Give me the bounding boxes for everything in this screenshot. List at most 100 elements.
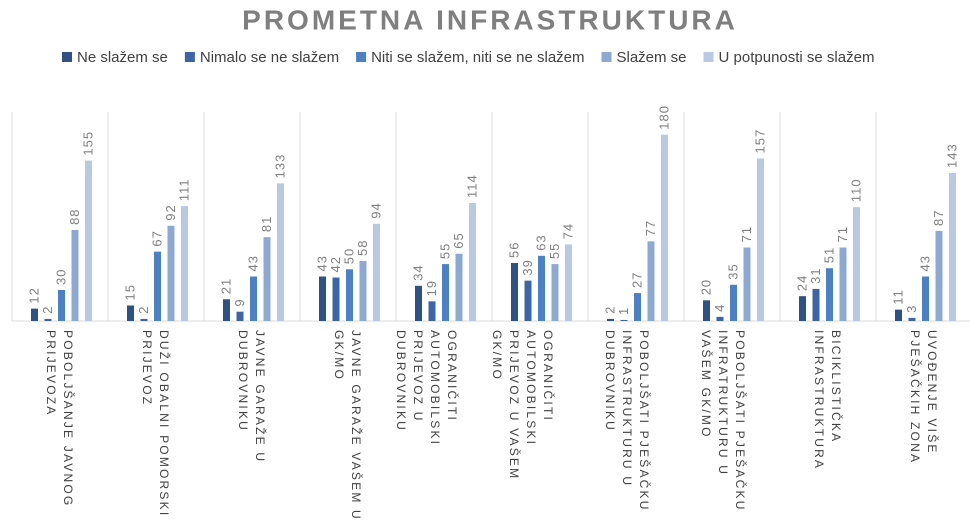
- bar: [853, 207, 860, 321]
- value-label: 3: [904, 305, 919, 313]
- value-label: 12: [26, 287, 41, 303]
- category-label-line: GK/MO: [332, 330, 346, 381]
- bar: [71, 229, 79, 321]
- value-label: 2: [136, 306, 151, 314]
- category-label: POBOLJŠANJE JAVNOGPRIJEVOZA: [44, 330, 76, 507]
- value-label: 110: [848, 178, 863, 202]
- value-label: 35: [725, 263, 740, 279]
- category-label-line: POBOLJŠATI PJEŠAČKU: [637, 330, 652, 512]
- value-label: 55: [437, 243, 452, 259]
- value-label: 42: [328, 256, 343, 272]
- bar: [373, 223, 380, 321]
- value-label: 39: [520, 259, 535, 275]
- category-label-line: OGRANIČITI: [541, 330, 556, 422]
- value-label: 19: [424, 280, 439, 296]
- category-label-line: POBOLJŠATI PJEŠAČKU: [733, 330, 748, 512]
- category-label-line: DUBROVNIKU: [603, 330, 617, 432]
- bar: [620, 319, 628, 321]
- value-label: 88: [67, 208, 82, 224]
- category-label-line: DUŽI OBALNI POMORSKI: [157, 330, 172, 517]
- bar: [167, 225, 175, 321]
- value-label: 24: [794, 275, 809, 291]
- category-label-line: JAVNE GARAŽE VAŠEM U: [349, 330, 364, 521]
- value-label: 43: [314, 255, 329, 271]
- category-label-line: VAŠEM GK/MO: [699, 330, 714, 439]
- bar: [31, 308, 38, 321]
- category-label-line: PRIJEVOZ U VAŠEM: [507, 330, 522, 480]
- category-label: DUŽI OBALNI POMORSKIPRIJEVOZ: [140, 330, 172, 517]
- bar: [469, 203, 476, 321]
- bar: [839, 247, 847, 321]
- value-label: 63: [533, 234, 548, 250]
- value-label: 65: [451, 232, 466, 248]
- category-label-line: PRIJEVOZ U: [411, 330, 425, 423]
- category-label-line: PRIJEVOZA: [44, 330, 58, 416]
- bar: [140, 318, 148, 321]
- category-label-line: POBOLJŠANJE JAVNOG: [61, 330, 76, 507]
- category-label: OGRANIČITIAUTOMOBILSKIPRIJEVOZ UDUBROVNI…: [394, 330, 460, 446]
- value-label: 2: [602, 306, 617, 314]
- legend-swatch: [703, 52, 714, 62]
- value-label: 2: [40, 306, 55, 314]
- category-label-line: AUTOMOBILSKI: [428, 330, 442, 446]
- bar: [538, 255, 545, 321]
- value-label: 71: [739, 226, 754, 242]
- bar: [908, 317, 916, 321]
- legend-label: Nimalo se ne slažem: [200, 49, 339, 66]
- value-label: 74: [560, 223, 575, 239]
- bar: [154, 251, 161, 321]
- bar: [442, 264, 449, 321]
- bar: [826, 268, 833, 321]
- value-label: 11: [890, 289, 905, 305]
- value-label: 157: [752, 129, 767, 154]
- bar: [127, 305, 134, 321]
- value-label: 51: [821, 247, 836, 263]
- bar: [799, 296, 806, 321]
- bar: [415, 285, 422, 321]
- category-label-line: AUTOMOBILSKI: [524, 330, 538, 446]
- category-label-line: OGRANIČITI: [445, 330, 460, 422]
- value-label: 43: [245, 255, 260, 271]
- value-label: 34: [410, 264, 425, 280]
- category-label-line: DUBROVNIKU: [394, 330, 408, 432]
- bar: [935, 230, 943, 321]
- bar: [58, 289, 65, 321]
- bar: [647, 241, 655, 321]
- bar: [455, 253, 463, 321]
- value-label: 21: [218, 278, 233, 294]
- value-label: 114: [464, 174, 479, 198]
- value-label: 180: [656, 105, 671, 130]
- legend-swatch: [356, 52, 367, 62]
- value-label: 71: [835, 226, 850, 242]
- bar: [319, 276, 326, 321]
- bar: [730, 284, 737, 321]
- value-label: 111: [176, 178, 191, 201]
- category-label-line: PJEŠAČKIH ZONA: [908, 330, 923, 464]
- value-label: 58: [355, 240, 370, 256]
- value-label: 50: [341, 248, 356, 264]
- category-label-line: JAVNE GARAŽE U: [253, 330, 268, 463]
- value-label: 67: [149, 230, 164, 246]
- value-label: 55: [547, 243, 562, 259]
- value-label: 143: [944, 143, 959, 168]
- bar: [428, 301, 436, 321]
- bar: [236, 311, 244, 321]
- bar: [181, 206, 188, 321]
- bar: [757, 158, 764, 321]
- category-label: JAVNE GARAŽE UDUBROVNIKU: [236, 330, 268, 463]
- bar: [346, 269, 353, 321]
- bar: [565, 244, 572, 321]
- category-label: UVOĐENJE VIŠEPJEŠAČKIH ZONA: [908, 330, 940, 464]
- bar: [223, 299, 230, 321]
- category-label-line: INFRASTRUKTURU U: [620, 330, 634, 487]
- category-label-line: PRIJEVOZ: [140, 330, 154, 406]
- legend-swatch: [62, 52, 72, 62]
- value-label: 56: [506, 242, 521, 258]
- bar: [703, 300, 710, 321]
- bar: [524, 280, 532, 321]
- category-label: POBOLJŠATI PJEŠAČKUINFRATRUKTURU UVAŠEM …: [699, 330, 748, 512]
- bar: [607, 318, 614, 321]
- bar: [511, 263, 518, 321]
- value-label: 155: [80, 131, 95, 156]
